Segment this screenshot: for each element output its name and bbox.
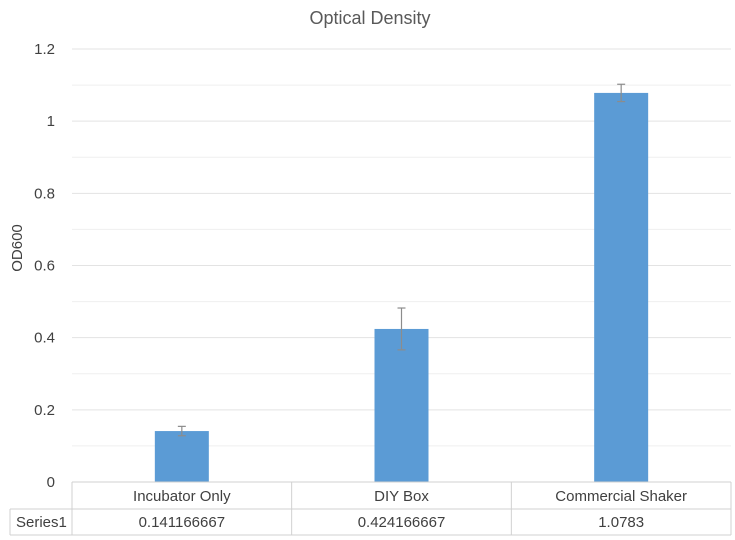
- y-tick-label: 0.8: [34, 185, 55, 202]
- value-cell: 0.141166667: [139, 514, 225, 531]
- category-label: Incubator Only: [133, 488, 231, 505]
- value-cell: 0.424166667: [358, 514, 446, 531]
- error-bars: [177, 83, 626, 437]
- y-tick-label: 1: [47, 113, 55, 130]
- y-axis-ticks: 0 0.2 0.4 0.6 0.8 1 1.2: [34, 41, 55, 491]
- y-axis-label: OD600: [9, 224, 26, 272]
- y-tick-label: 0: [47, 474, 55, 491]
- bar: [374, 328, 429, 482]
- y-tick-label: 0.2: [34, 402, 55, 419]
- category-label: DIY Box: [374, 488, 429, 505]
- y-tick-label: 1.2: [34, 41, 55, 58]
- series-name: Series1: [16, 514, 67, 531]
- bars: [154, 92, 649, 482]
- bar: [154, 431, 209, 482]
- y-tick-label: 0.6: [34, 258, 55, 275]
- y-tick-label: 0.4: [34, 330, 55, 347]
- chart-title: Optical Density: [309, 8, 430, 28]
- value-cell: 1.0783: [598, 514, 644, 531]
- bar: [594, 92, 649, 482]
- data-table: Incubator Only DIY Box Commercial Shaker Se…: [9, 481, 732, 536]
- category-label: Commercial Shaker: [555, 488, 687, 505]
